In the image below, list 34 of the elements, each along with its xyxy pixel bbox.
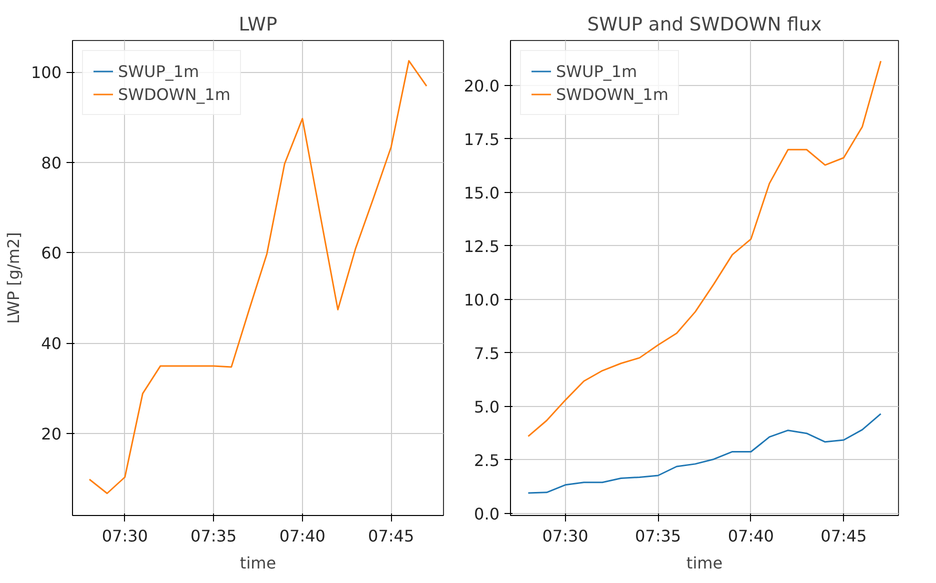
x-axis-title: time [686,554,723,572]
x-axis-title: time [240,554,276,572]
y-tick-label: 5.0 [474,397,500,416]
y-tick-label: 12.5 [464,236,500,256]
legend-label: SWDOWN_1m [556,84,668,104]
y-axis-title: LWP [g/m2] [4,232,23,324]
y-tick-label: 7.5 [474,344,500,363]
y-tick-label: 2.5 [474,450,500,470]
y-tick-label: 10.0 [464,290,500,310]
y-tick-label: 20.0 [464,76,500,96]
x-tick-label: 07:35 [190,526,237,546]
y-tick-label: 40 [41,334,62,354]
x-tick-label: 07:45 [820,526,867,546]
line-series [527,413,882,494]
y-tick-label: 0.0 [474,504,500,524]
line-series [527,60,882,438]
x-tick-label: 07:30 [102,526,148,546]
x-tick-label: 07:40 [728,526,774,546]
y-tick-label: 80 [41,153,62,172]
chart-title: LWP [238,14,278,36]
legend-label: SWUP_1m [118,62,200,80]
x-tick-label: 07:30 [542,526,588,546]
x-tick-label: 07:40 [279,526,326,546]
y-tick-label: 100 [30,63,62,82]
x-tick-label: 07:35 [635,526,682,546]
y-tick-label: 17.5 [464,130,500,149]
chart-title: SWUP and SWDOWN flux [587,14,822,36]
legend-label: SWDOWN_1m [118,84,230,104]
line-series [88,60,428,494]
y-tick-label: 15.0 [464,183,500,202]
legend-label: SWUP_1m [556,62,638,80]
x-tick-label: 07:45 [368,526,414,546]
y-tick-label: 60 [41,244,62,263]
y-tick-label: 20 [41,424,62,444]
